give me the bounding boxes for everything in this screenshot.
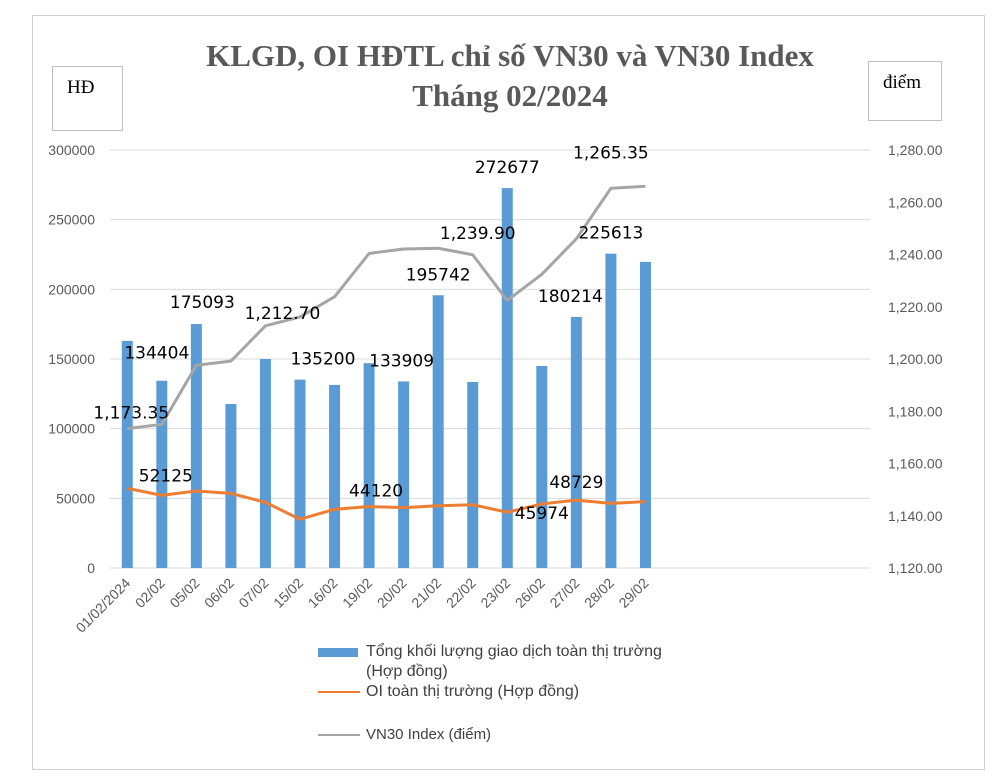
x-tick-label: 01/02/2024	[73, 575, 134, 636]
bar-volume	[225, 404, 237, 568]
left-tick-label: 150000	[48, 351, 95, 367]
data-label: 195742	[406, 265, 471, 285]
bar-volume	[329, 384, 341, 568]
left-tick-label: 0	[87, 560, 95, 576]
right-axis-unit-box: điểm	[868, 61, 942, 121]
chart-title-line1: KLGD, OI HĐTL chỉ số VN30 và VN30 Index	[206, 38, 814, 73]
x-tick-label: 05/02	[166, 575, 202, 611]
data-label: 272677	[475, 158, 540, 178]
bar-volume	[570, 316, 582, 568]
bar-volume	[121, 340, 133, 568]
right-tick-label: 1,220.00	[888, 299, 943, 315]
left-axis-unit-box: HĐ	[52, 66, 123, 131]
x-tick-label: 20/02	[374, 575, 410, 611]
x-tick-label: 22/02	[443, 575, 479, 611]
x-tick-label: 19/02	[339, 575, 375, 611]
x-tick-label: 27/02	[546, 575, 582, 611]
data-label: 52125	[139, 466, 193, 486]
data-label: 1,265.35	[573, 143, 649, 163]
right-tick-label: 1,120.00	[888, 560, 943, 576]
line-vn30	[127, 184, 646, 431]
legend-label-volume-1: Tổng khối lượng giao dịch toàn thị trườn…	[366, 643, 662, 660]
right-tick-label: 1,240.00	[888, 247, 943, 263]
legend-swatch-bar	[318, 648, 358, 657]
x-tick-label: 06/02	[201, 575, 237, 611]
chart-title: KLGD, OI HĐTL chỉ số VN30 và VN30 Index …	[150, 36, 870, 116]
data-label: 133909	[369, 351, 434, 371]
x-tick-label: 26/02	[512, 575, 548, 611]
bar-volume	[432, 295, 444, 568]
bar-volume	[294, 379, 306, 568]
left-tick-label: 100000	[48, 421, 95, 437]
bar-volume	[536, 365, 548, 568]
legend-label-oi: OI toàn thị trường (Hợp đồng)	[366, 683, 580, 700]
data-label: 134404	[124, 344, 189, 364]
bar-volume	[259, 359, 271, 568]
left-tick-label: 300000	[48, 142, 95, 158]
data-label: 1,212.70	[245, 304, 321, 324]
right-tick-label: 1,260.00	[888, 194, 943, 210]
bar-volume	[190, 324, 202, 568]
data-label: 1,239.90	[440, 224, 516, 244]
bar-volume	[639, 261, 651, 568]
x-tick-label: 28/02	[581, 575, 617, 611]
left-tick-label: 200000	[48, 281, 95, 297]
bar-volume	[156, 380, 168, 568]
legend-item-oi: OI toàn thị trường (Hợp đồng)	[318, 682, 662, 702]
right-tick-label: 1,160.00	[888, 456, 943, 472]
x-tick-label: 02/02	[132, 575, 168, 611]
x-tick-label: 29/02	[615, 575, 651, 611]
x-tick-label: 15/02	[270, 575, 306, 611]
data-label: 48729	[549, 473, 603, 493]
right-tick-label: 1,140.00	[888, 508, 943, 524]
right-tick-label: 1,200.00	[888, 351, 943, 367]
x-tick-label: 21/02	[408, 575, 444, 611]
bar-volume	[501, 188, 513, 568]
right-axis-label: điểm	[883, 72, 921, 93]
x-tick-label: 07/02	[235, 575, 271, 611]
legend-swatch-vn30	[318, 734, 360, 736]
data-label: 45974	[515, 504, 569, 524]
bar-volume	[363, 363, 375, 568]
bar-volume	[398, 381, 410, 568]
data-label: 225613	[578, 224, 643, 244]
left-tick-label: 250000	[48, 212, 95, 228]
right-tick-label: 1,280.00	[888, 142, 943, 158]
legend: Tổng khối lượng giao dịch toàn thị trườn…	[318, 642, 662, 745]
legend-label-volume-2: (Hợp đồng)	[366, 663, 448, 680]
legend-item-vn30: VN30 Index (điểm)	[318, 725, 662, 745]
chart-title-line2: Tháng 02/2024	[412, 78, 608, 113]
left-tick-label: 50000	[56, 490, 95, 506]
data-label: 180214	[538, 287, 603, 307]
legend-item-volume: Tổng khối lượng giao dịch toàn thị trườn…	[318, 642, 662, 682]
legend-swatch-oi	[318, 691, 360, 693]
x-tick-label: 16/02	[305, 575, 341, 611]
x-tick-label: 23/02	[477, 575, 513, 611]
bar-volume	[605, 253, 617, 569]
right-tick-label: 1,180.00	[888, 403, 943, 419]
data-label: 44120	[349, 482, 403, 502]
bar-volume	[467, 381, 479, 568]
line-oi	[126, 486, 646, 521]
left-axis-label: HĐ	[67, 77, 95, 98]
data-label: 1,173.35	[93, 404, 169, 424]
data-label: 175093	[170, 293, 235, 313]
data-label: 135200	[291, 350, 356, 370]
chart-frame	[32, 15, 985, 770]
legend-label-vn30: VN30 Index (điểm)	[366, 726, 492, 743]
